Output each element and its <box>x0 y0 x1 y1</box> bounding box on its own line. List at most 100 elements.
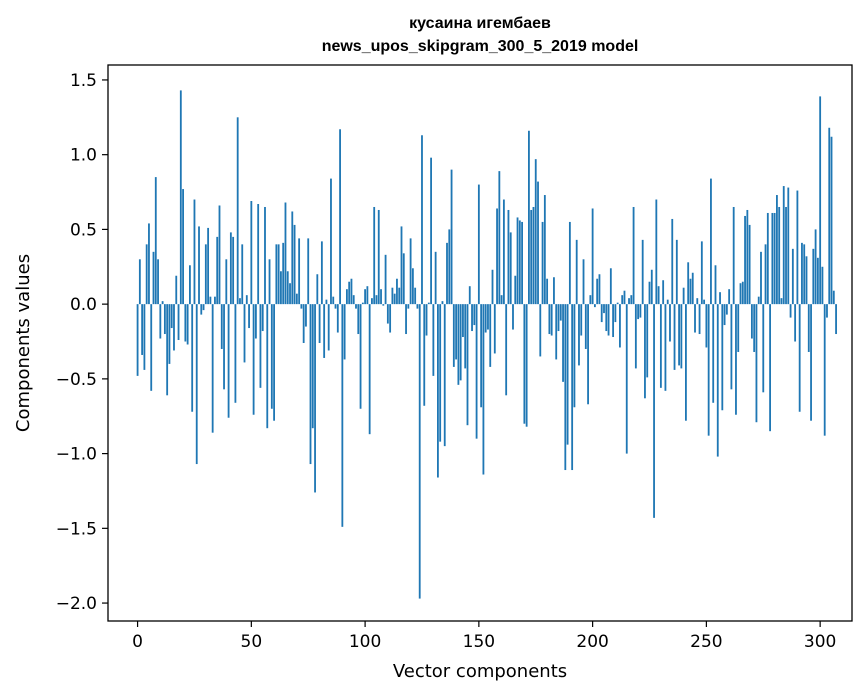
bar <box>762 304 765 393</box>
bar <box>466 304 469 426</box>
bar <box>264 206 266 305</box>
bar <box>421 135 423 305</box>
bar <box>678 304 680 366</box>
bar <box>468 286 471 305</box>
bar <box>744 215 746 305</box>
bar <box>170 304 173 329</box>
bar <box>553 277 555 305</box>
bar <box>343 304 346 360</box>
bar <box>448 229 451 305</box>
bar <box>332 296 335 305</box>
bar <box>225 259 228 305</box>
bar <box>227 304 230 418</box>
bar <box>559 304 562 321</box>
bar <box>705 304 708 348</box>
bar <box>229 232 232 305</box>
bar <box>477 184 480 305</box>
bars-group <box>136 90 837 599</box>
bar <box>505 304 508 396</box>
bar <box>195 304 198 465</box>
bar <box>728 289 731 305</box>
bar <box>484 304 487 333</box>
bar <box>516 217 519 305</box>
bar <box>350 278 353 305</box>
bar <box>239 298 241 305</box>
bar <box>525 304 528 427</box>
bar <box>502 199 505 305</box>
y-axis-ticks: −2.0 −1.5 −1.0 −0.5 0.0 0.5 1.0 1.5 <box>56 71 108 614</box>
bar <box>732 206 735 305</box>
x-tick-label: 200 <box>576 632 608 652</box>
bar <box>575 239 578 305</box>
bar <box>473 304 476 326</box>
bar <box>418 304 421 599</box>
bar <box>396 278 398 305</box>
bar <box>591 208 594 305</box>
bar <box>159 304 162 339</box>
bar <box>596 278 599 305</box>
bar <box>348 281 351 305</box>
bar <box>459 304 462 381</box>
x-tick-label: 250 <box>690 632 722 652</box>
bar <box>646 304 649 378</box>
bar <box>482 304 485 475</box>
bar <box>307 238 310 305</box>
bar <box>835 304 837 335</box>
bar <box>671 218 674 305</box>
bar <box>512 304 514 330</box>
bar <box>236 117 239 305</box>
bar <box>163 304 166 335</box>
chart-title: кусаина игембаев <box>409 15 551 32</box>
bar <box>475 304 478 439</box>
bar <box>141 304 144 355</box>
bar <box>148 223 150 305</box>
bar <box>666 299 669 305</box>
bar <box>209 296 212 305</box>
bar <box>739 283 742 305</box>
bar <box>384 254 387 305</box>
bar <box>491 269 494 305</box>
bar <box>309 304 312 465</box>
bar <box>432 304 435 376</box>
bar <box>250 201 253 305</box>
bar <box>764 244 767 305</box>
y-tick-label: −1.5 <box>56 519 97 539</box>
bar <box>641 239 644 305</box>
bar <box>207 227 210 305</box>
bar <box>814 229 817 305</box>
bar <box>789 304 792 318</box>
bar <box>721 304 724 411</box>
bar <box>136 304 139 376</box>
bar <box>416 304 419 309</box>
bar <box>614 304 617 323</box>
bar <box>179 90 182 305</box>
bar <box>791 248 794 305</box>
y-tick-label: 1.5 <box>70 71 97 91</box>
bar <box>659 304 662 388</box>
bar <box>514 275 517 305</box>
bar <box>232 236 235 305</box>
bar <box>280 271 282 305</box>
bar <box>616 302 619 305</box>
bar <box>741 281 744 305</box>
bar <box>223 304 225 390</box>
bar <box>605 304 608 332</box>
bar <box>493 304 496 354</box>
bar <box>650 269 653 305</box>
bar <box>632 206 635 305</box>
bar <box>138 259 141 305</box>
bar <box>430 157 432 305</box>
bar <box>154 177 157 305</box>
bar <box>243 304 246 363</box>
bar <box>234 304 237 403</box>
bar <box>584 304 587 349</box>
bar <box>446 242 448 305</box>
bar <box>707 304 710 436</box>
bar <box>398 287 401 305</box>
bar <box>696 298 699 305</box>
bar <box>441 301 444 305</box>
bar <box>455 304 458 360</box>
bar <box>782 186 785 305</box>
bar <box>589 295 592 305</box>
